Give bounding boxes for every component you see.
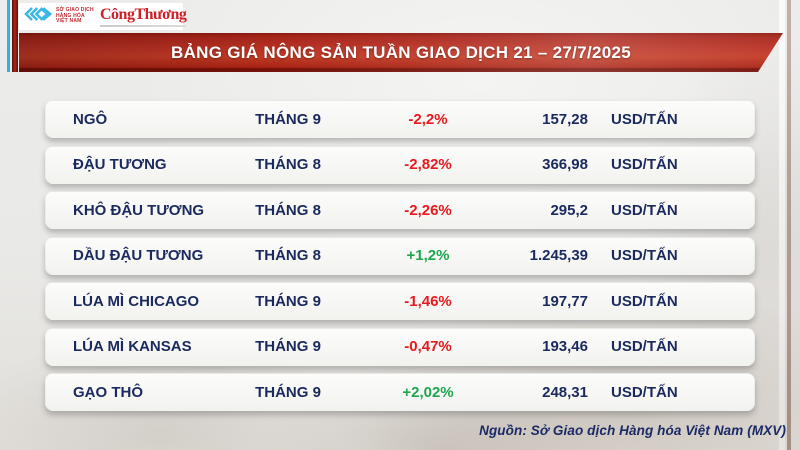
left-accent-stripe-blue: [7, 0, 10, 72]
change-percent: -0,47%: [404, 338, 452, 355]
price-value: 366,98: [542, 156, 588, 173]
contract-month: THÁNG 8: [255, 156, 321, 173]
price-value: 295,2: [550, 201, 588, 219]
contract-month: THÁNG 9: [255, 338, 321, 355]
contract-month: THÁNG 8: [255, 201, 321, 219]
mxv-logo-name-line2: HÀNG HÓA: [56, 12, 85, 19]
table-row: ĐẬU TƯƠNG THÁNG 8 -2,82% 366,98 USD/TẤN: [45, 145, 755, 184]
change-percent: -1,46%: [404, 292, 452, 310]
change-percent: +1,2%: [406, 247, 450, 264]
left-accent-stripe-maroon: [12, 0, 18, 72]
logo-plate: SỞ GIAO DỊCH HÀNG HÓA VIỆT NAM CôngThươn…: [19, 3, 187, 30]
mxv-chevrons-icon: [23, 3, 53, 30]
background-vertical-highlight: [779, 0, 785, 450]
contract-month: THÁNG 9: [255, 383, 321, 401]
commodity-name: LÚA MÌ KANSAS: [73, 338, 192, 355]
change-percent: -2,82%: [404, 156, 452, 173]
price-unit: USD/TẤN: [611, 156, 678, 173]
title-banner: BẢNG GIÁ NÔNG SẢN TUẦN GIAO DỊCH 21 – 27…: [19, 33, 783, 72]
contract-month: THÁNG 9: [255, 292, 321, 310]
mxv-logo-name: SỞ GIAO DỊCH HÀNG HÓA VIỆT NAM: [56, 7, 98, 25]
contract-month: THÁNG 9: [255, 110, 321, 128]
contract-month: THÁNG 8: [255, 247, 321, 264]
commodity-name: NGÔ: [73, 110, 108, 128]
price-unit: USD/TẤN: [611, 383, 678, 401]
change-percent: -2,26%: [404, 201, 452, 219]
table-row: NGÔ THÁNG 9 -2,2% 157,28 USD/TẤN: [45, 100, 755, 138]
change-percent: -2,2%: [408, 110, 448, 128]
table-row: LÚA MÌ CHICAGO THÁNG 9 -1,46% 197,77 USD…: [45, 282, 755, 320]
commodity-name: GẠO THÔ: [73, 383, 143, 401]
mxv-logo-name-line1: SỞ GIAO DỊCH: [56, 7, 94, 14]
table-row: LÚA MÌ KANSAS THÁNG 9 -0,47% 193,46 USD/…: [45, 327, 755, 366]
congthuong-wordmark: CôngThương: [100, 6, 187, 23]
background-vertical-shadow: [787, 0, 791, 450]
table-row: KHÔ ĐẬU TƯƠNG THÁNG 8 -2,26% 295,2 USD/T…: [45, 191, 755, 229]
price-value: 197,77: [542, 292, 588, 310]
price-value: 248,31: [542, 383, 588, 401]
change-percent: +2,02%: [402, 383, 454, 401]
commodity-name: LÚA MÌ CHICAGO: [73, 292, 200, 310]
price-unit: USD/TẤN: [611, 247, 678, 264]
table-row: GẠO THÔ THÁNG 9 +2,02% 248,31 USD/TẤN: [45, 373, 755, 411]
commodity-name: KHÔ ĐẬU TƯƠNG: [73, 201, 205, 219]
price-unit: USD/TẤN: [611, 338, 678, 355]
congthuong-logo: CôngThương: [100, 6, 187, 27]
price-unit: USD/TẤN: [611, 110, 678, 128]
commodity-name: DẦU ĐẬU TƯƠNG: [73, 247, 204, 264]
price-unit: USD/TẤN: [611, 201, 678, 219]
price-value: 1.245,39: [529, 247, 588, 264]
congthuong-tagline-strip: [100, 25, 186, 27]
table-row: DẦU ĐẬU TƯƠNG THÁNG 8 +1,2% 1.245,39 USD…: [45, 236, 755, 275]
price-table: NGÔ THÁNG 9 -2,2% 157,28 USD/TẤN ĐẬU TƯƠ…: [45, 100, 755, 419]
price-unit: USD/TẤN: [611, 292, 678, 310]
price-value: 157,28: [542, 110, 588, 128]
page-title: BẢNG GIÁ NÔNG SẢN TUẦN GIAO DỊCH 21 – 27…: [171, 43, 631, 62]
source-credit: Nguồn: Sở Giao dịch Hàng hóa Việt Nam (M…: [479, 423, 786, 438]
mxv-logo-name-line3: VIỆT NAM: [56, 18, 82, 25]
commodity-name: ĐẬU TƯƠNG: [73, 156, 167, 173]
price-value: 193,46: [542, 338, 588, 355]
